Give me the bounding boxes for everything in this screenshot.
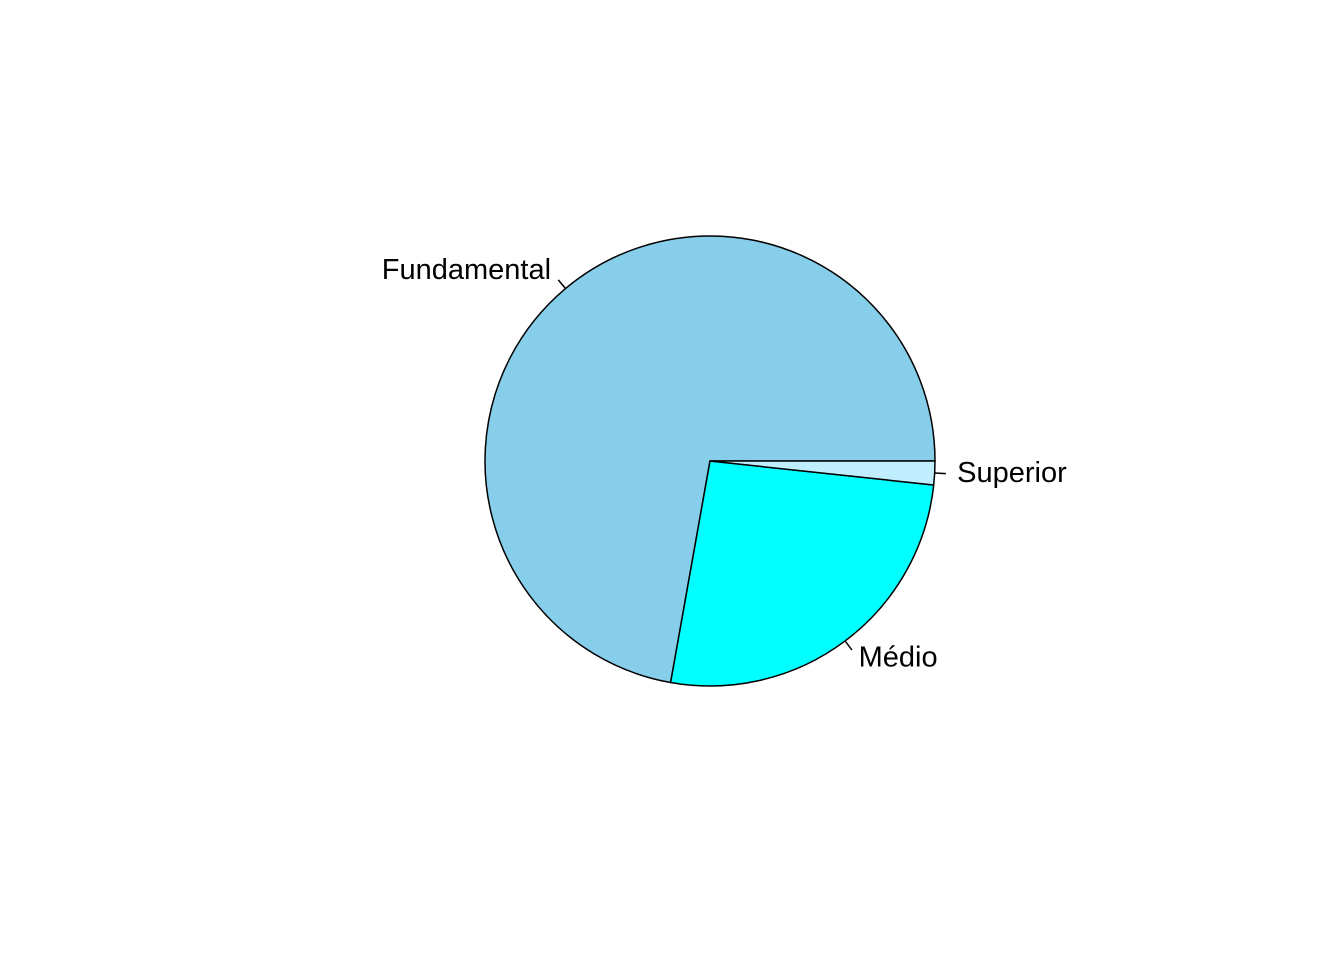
- label-tick-fundamental: [557, 279, 567, 290]
- label-ticks: [557, 279, 946, 651]
- slice-label-superior: Superior: [957, 457, 1067, 489]
- pie-slices: [484, 235, 936, 687]
- slice-labels: Fundamental Médio Superior: [382, 254, 1067, 674]
- slice-label-medio: Médio: [859, 642, 938, 674]
- label-tick-medio: [844, 640, 853, 651]
- slice-label-fundamental: Fundamental: [382, 254, 551, 286]
- pie-slice-fundamental: [484, 235, 936, 684]
- label-tick-superior: [934, 472, 946, 475]
